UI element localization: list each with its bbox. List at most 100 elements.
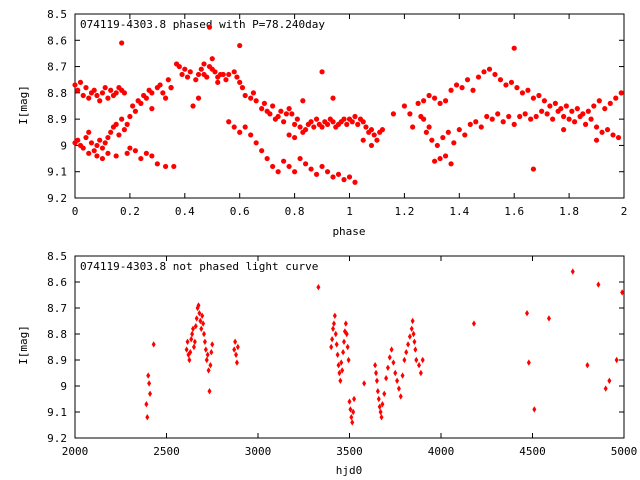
data-point (151, 341, 156, 348)
unphased-plot-xlabel: hjd0 (336, 464, 363, 477)
data-point (341, 116, 347, 122)
data-point (99, 145, 106, 151)
x-tick-label: 1.6 (504, 205, 524, 218)
data-point (179, 71, 185, 78)
data-point (149, 90, 155, 96)
data-point (486, 66, 493, 72)
data-point (401, 103, 407, 109)
data-point (75, 87, 81, 93)
data-point (352, 179, 358, 185)
y-tick-label: 9.2 (47, 432, 67, 445)
data-point (259, 106, 265, 112)
data-point (330, 336, 335, 343)
data-point (555, 108, 561, 114)
data-point (234, 351, 239, 358)
data-point (614, 356, 619, 364)
data-point (116, 132, 122, 138)
data-point (143, 150, 149, 156)
data-point (346, 356, 351, 364)
y-tick-label: 8.6 (47, 34, 67, 47)
data-point (144, 401, 149, 408)
y-tick-label: 8.8 (47, 87, 67, 100)
x-tick-label: 4500 (519, 445, 546, 458)
x-tick-label: 4000 (428, 445, 455, 458)
data-point (83, 85, 89, 91)
data-point (311, 124, 317, 130)
data-point (355, 121, 361, 127)
data-point (522, 111, 528, 117)
data-point (456, 127, 462, 133)
data-point (368, 142, 375, 149)
data-point (412, 338, 417, 345)
data-point (324, 121, 331, 127)
data-point (184, 346, 189, 353)
data-point (146, 372, 151, 379)
data-point (352, 395, 357, 403)
data-point (599, 129, 605, 135)
data-point (194, 315, 199, 322)
data-point (154, 161, 160, 167)
data-point (242, 124, 248, 130)
data-point (495, 111, 501, 117)
data-point (620, 289, 625, 296)
data-point (459, 85, 465, 91)
data-point (331, 325, 336, 332)
data-point (566, 116, 572, 122)
data-point (570, 268, 575, 275)
data-point (374, 369, 379, 377)
data-point (132, 148, 138, 154)
data-point (344, 121, 350, 127)
data-point (208, 362, 213, 369)
data-point (517, 113, 523, 120)
data-point (603, 385, 608, 392)
data-point (330, 174, 336, 180)
data-point (99, 90, 106, 96)
data-point (571, 119, 578, 125)
data-point (165, 77, 171, 83)
data-point (332, 312, 337, 319)
data-point (275, 169, 281, 175)
data-point (145, 414, 150, 421)
data-point (162, 95, 169, 101)
data-point (471, 320, 476, 327)
y-tick-label: 8.7 (47, 302, 67, 315)
data-point (525, 87, 531, 93)
data-point (596, 98, 602, 104)
data-point (440, 134, 446, 141)
data-point (193, 77, 199, 83)
data-point (209, 349, 214, 356)
data-point (431, 158, 438, 164)
data-point (363, 124, 369, 130)
data-point (423, 129, 429, 135)
data-point (593, 137, 600, 143)
data-point (574, 106, 580, 112)
data-point (552, 100, 558, 106)
data-point (138, 100, 144, 106)
data-point (533, 113, 539, 120)
data-point (80, 145, 86, 151)
data-point (374, 137, 380, 143)
data-point (198, 66, 204, 72)
data-point (406, 341, 411, 348)
x-tick-label: 5000 (611, 445, 638, 458)
data-point (223, 77, 229, 83)
phased-light-curve-panel: 074119-4303.8 phased with P=78.240day I[… (17, 8, 627, 238)
data-point (519, 90, 526, 96)
phased-plot-ylabel: I[mag] (17, 85, 30, 125)
data-point (99, 155, 106, 162)
data-point (102, 140, 108, 146)
data-point (105, 134, 111, 141)
data-point (184, 74, 191, 80)
data-point (390, 111, 397, 117)
data-point (80, 92, 86, 99)
data-point (86, 150, 92, 156)
data-point (434, 142, 440, 149)
data-point (389, 346, 394, 353)
data-point (351, 408, 356, 416)
data-point (475, 74, 482, 80)
data-point (283, 111, 289, 117)
data-point (352, 113, 358, 120)
data-point (250, 90, 257, 96)
data-point (530, 166, 537, 172)
x-tick-label: 0 (72, 205, 79, 218)
